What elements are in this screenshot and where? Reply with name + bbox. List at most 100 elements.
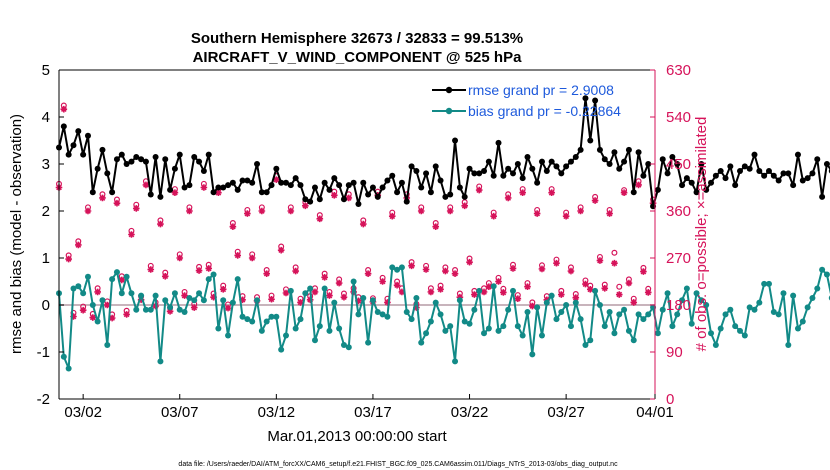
bias-point	[162, 297, 169, 304]
obs-assimilated-marker	[408, 262, 415, 270]
bias-point	[761, 280, 768, 287]
bias-point	[104, 341, 111, 348]
rmse-point	[84, 132, 91, 139]
obs-assimilated-marker	[427, 288, 435, 296]
bias-point	[809, 294, 816, 301]
y-right-tick-label: 450	[666, 156, 691, 173]
rmse-point	[432, 163, 439, 170]
bias-point	[258, 327, 265, 334]
rmse-point	[205, 151, 212, 158]
legend: rmse grand pr = 2.9008 bias grand pr = -…	[432, 82, 621, 119]
bias-point	[186, 294, 193, 301]
bias-point	[799, 318, 806, 325]
bias-point	[601, 323, 608, 330]
obs-assimilated-marker	[176, 254, 184, 262]
rmse-point	[321, 179, 328, 186]
obs-assimilated-marker	[591, 197, 599, 204]
bias-point	[239, 313, 246, 320]
rmse-point	[437, 177, 444, 184]
obs-assimilated-marker	[103, 301, 111, 309]
obs-assimilated-marker	[108, 314, 116, 322]
obs-assimilated-marker	[190, 304, 198, 311]
rmse-point	[142, 158, 149, 165]
obs-assimilated-marker	[630, 299, 638, 306]
rmse-point	[215, 184, 222, 191]
bias-point	[751, 306, 758, 313]
rmse-point	[563, 163, 570, 170]
bias-point	[606, 309, 613, 316]
legend-bias-label: bias grand pr = -0.22864	[468, 103, 621, 119]
obs-assimilated-marker	[137, 296, 145, 304]
y-right-tick-label: 360	[666, 203, 691, 220]
bias-point	[765, 280, 772, 287]
rmse-point	[297, 182, 304, 189]
y-right-tick-label: 270	[666, 250, 691, 267]
obs-assimilated-marker	[572, 294, 580, 301]
bias-point	[558, 309, 565, 316]
bias-point	[524, 309, 531, 316]
obs-assimilated-marker	[456, 293, 464, 301]
rmse-point	[360, 179, 367, 186]
y-right-tick-label: 540	[666, 109, 691, 126]
rmse-point	[732, 182, 739, 189]
obs-assimilated-marker	[302, 202, 309, 210]
obs-assimilated-marker	[60, 105, 68, 113]
bias-point	[543, 299, 550, 306]
rmse-point	[157, 193, 164, 200]
rmse-point	[587, 137, 594, 144]
rmse-point	[510, 170, 517, 177]
rmse-point	[311, 184, 318, 191]
bias-point	[746, 304, 753, 311]
obs-assimilated-marker	[529, 302, 536, 310]
obs-assimilated-marker	[355, 297, 362, 305]
rmse-point	[601, 156, 608, 163]
bias-point	[403, 309, 410, 316]
bias-point	[567, 323, 574, 330]
obs-assimilated-marker	[311, 288, 319, 296]
bias-point	[621, 306, 628, 313]
obs-assimilated-marker	[132, 205, 140, 212]
bias-point	[389, 264, 396, 271]
bias-point	[157, 358, 164, 365]
obs-assimilated-marker	[147, 266, 155, 273]
bias-point	[563, 302, 570, 308]
obs-assimilated-marker	[94, 288, 101, 296]
obs-assimilated-marker	[509, 265, 517, 272]
bias-point	[413, 294, 420, 301]
rmse-point	[345, 182, 352, 189]
obs-assimilated-marker	[84, 207, 92, 215]
rmse-point	[635, 149, 642, 156]
rmse-point	[567, 158, 574, 165]
obs-assimilated-marker	[393, 281, 401, 289]
rmse-point	[505, 165, 512, 172]
rmse-point	[152, 153, 159, 160]
bias-point	[249, 318, 256, 325]
rmse-point	[577, 146, 584, 153]
bias-point	[123, 273, 130, 280]
rmse-point	[500, 172, 507, 179]
obs-assimilated-marker	[99, 194, 106, 202]
rmse-point	[398, 179, 405, 186]
bias-point	[302, 290, 309, 297]
bias-point	[823, 271, 830, 278]
rmse-point	[481, 168, 488, 175]
x-tick-label: 03/27	[547, 404, 585, 421]
rmse-point	[210, 189, 217, 196]
chart-title: Southern Hemisphere 32673 / 32833 = 99.5…	[191, 30, 523, 47]
x-axis-ticks: 03/02 03/07 03/12 03/17 03/22 03/27 04/01	[64, 394, 674, 421]
bias-point	[350, 278, 357, 285]
rmse-point	[809, 170, 816, 177]
rmse-point	[485, 158, 492, 165]
bias-point	[94, 318, 101, 325]
bias-point	[394, 266, 401, 273]
rmse-point	[775, 177, 782, 184]
obs-assimilated-marker	[582, 280, 589, 288]
obs-assimilated-marker	[195, 267, 203, 274]
obs-assimilated-marker	[490, 212, 497, 220]
bias-point	[273, 313, 280, 320]
obs-assimilated-marker	[248, 254, 256, 262]
rmse-point	[128, 158, 135, 165]
rmse-point	[331, 175, 338, 182]
rmse-point	[176, 151, 183, 158]
bias-point	[529, 351, 536, 358]
